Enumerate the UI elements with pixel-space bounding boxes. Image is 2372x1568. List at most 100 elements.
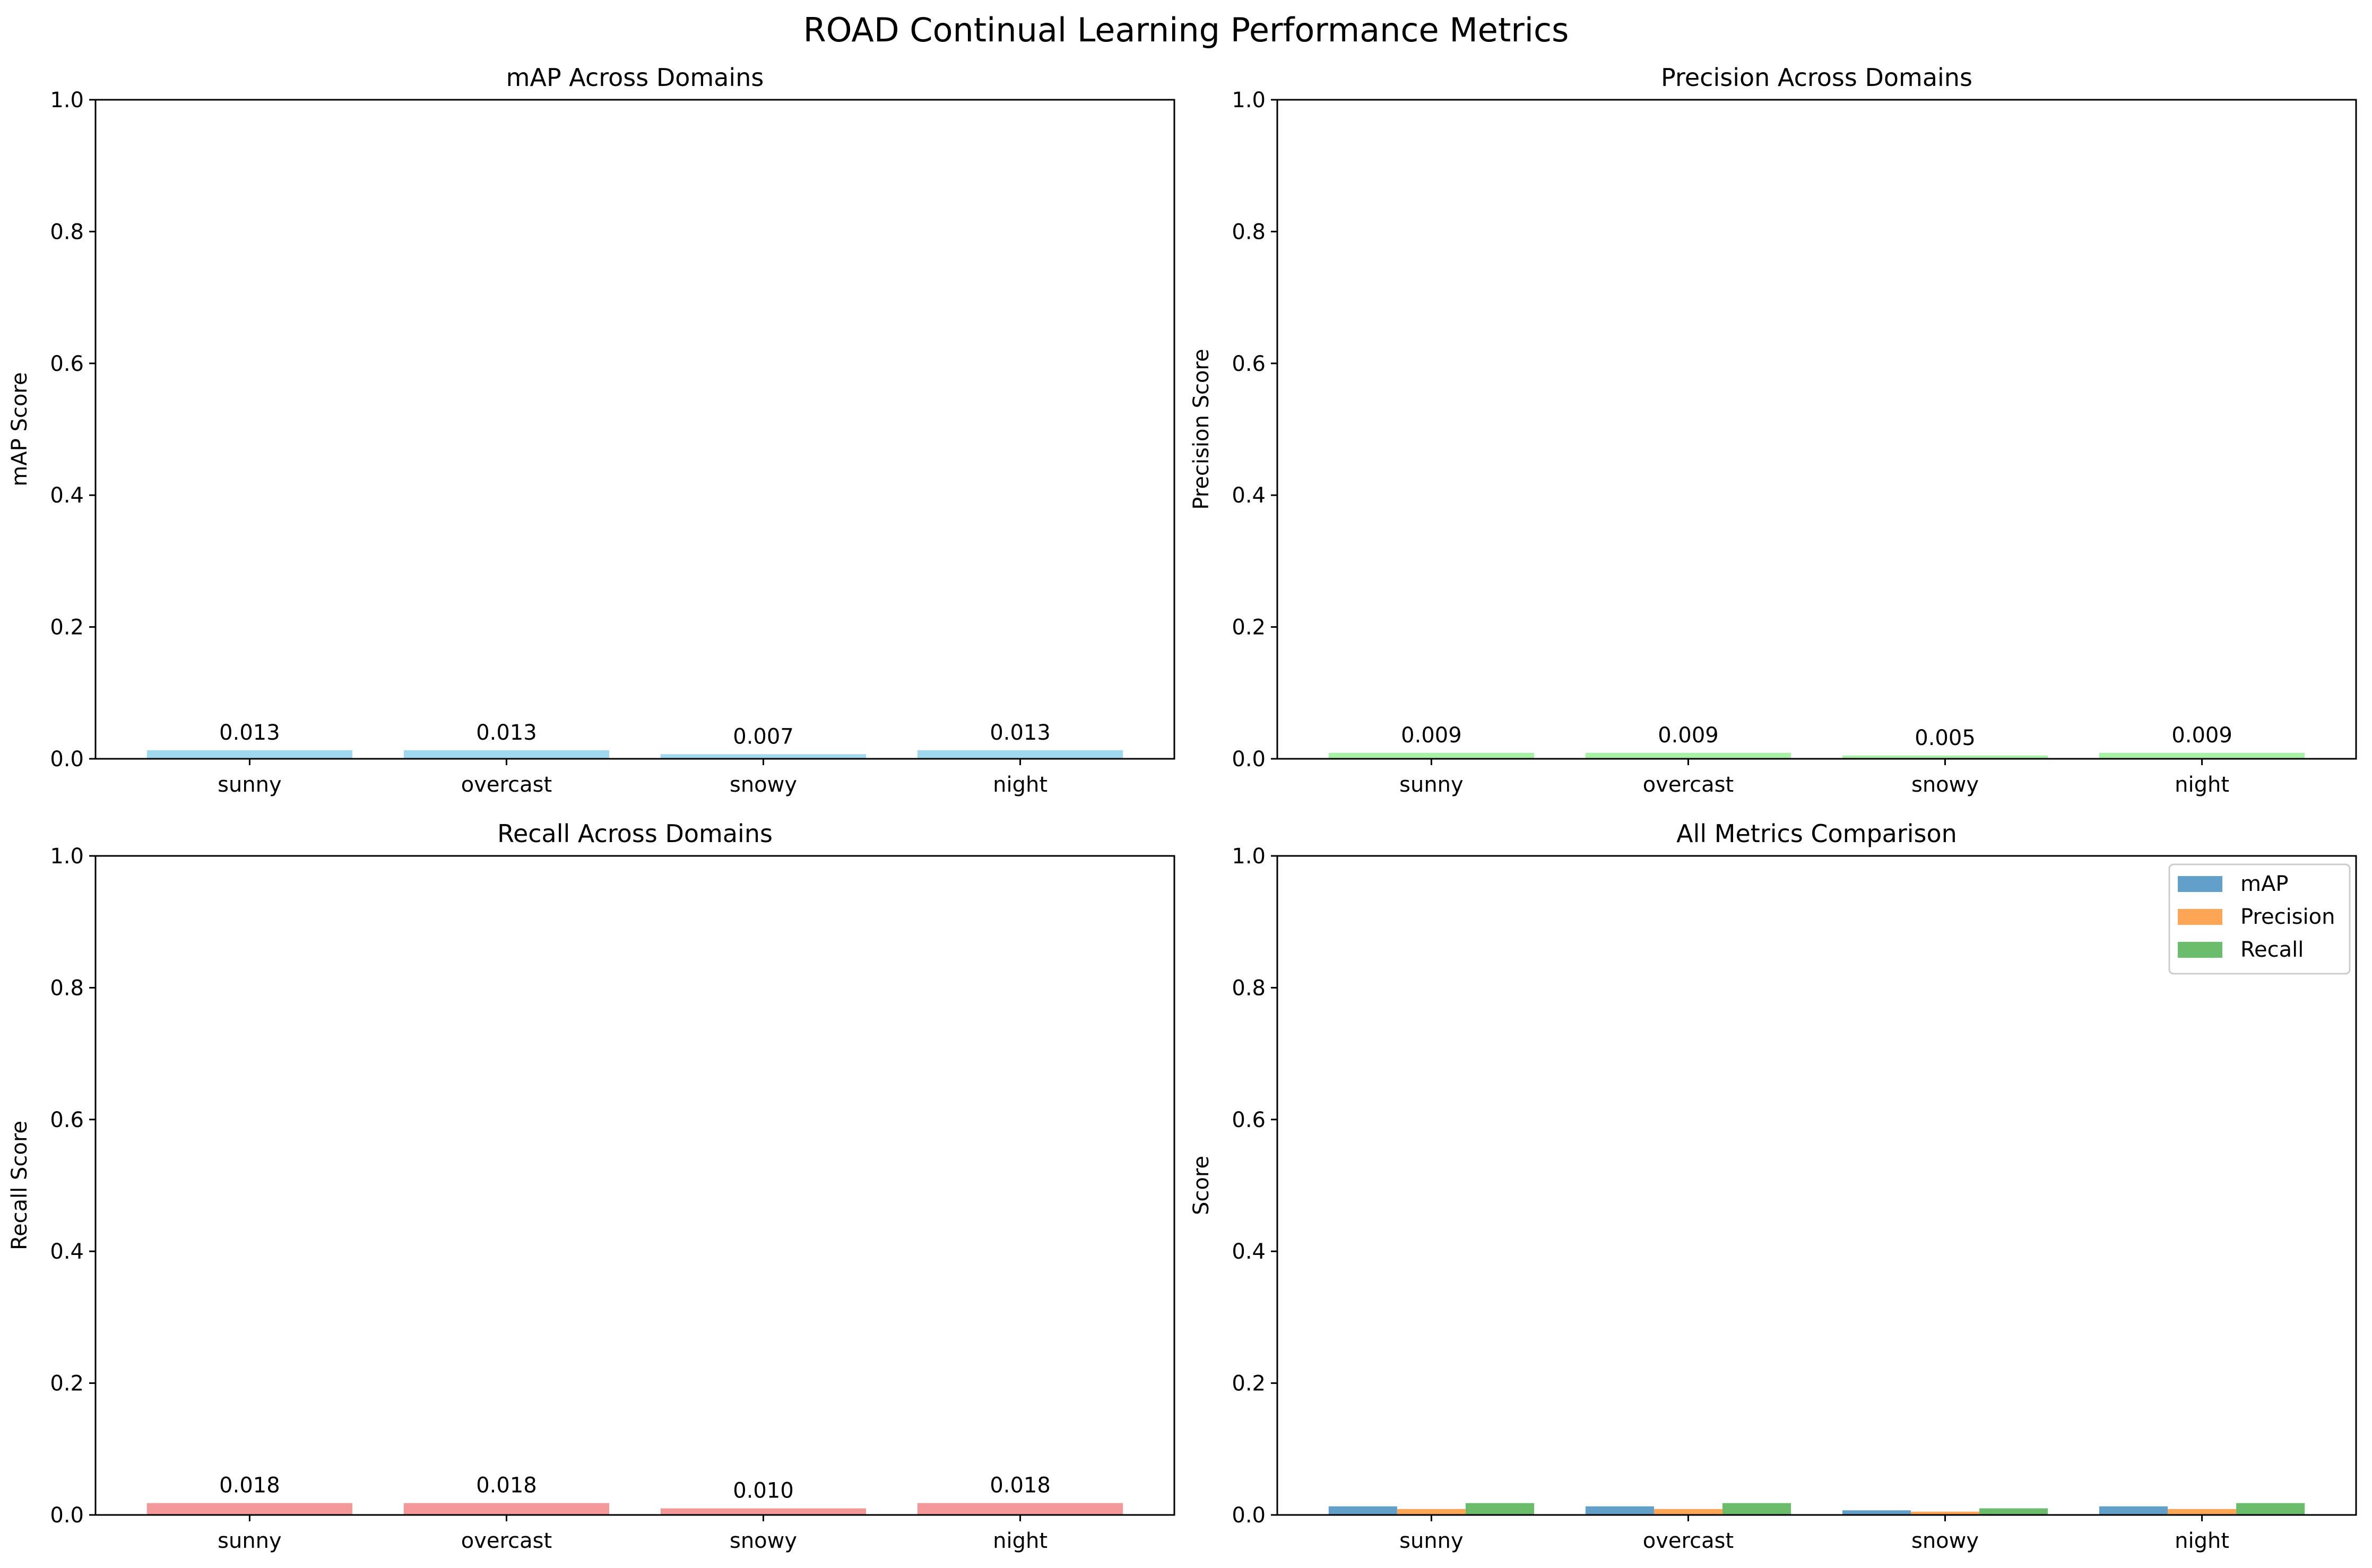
data-label: 0.010 bbox=[733, 1479, 794, 1503]
x-tick-label: snowy bbox=[730, 773, 797, 797]
bar-snowy bbox=[660, 1508, 867, 1515]
data-label: 0.007 bbox=[733, 724, 794, 749]
x-tick-label: sunny bbox=[218, 773, 282, 797]
y-tick-label: 0.6 bbox=[50, 1108, 84, 1132]
y-tick-label: 0.4 bbox=[1232, 1240, 1266, 1264]
bar-sunny-precision bbox=[1397, 1509, 1466, 1515]
chart-title: All Metrics Comparison bbox=[1676, 819, 1957, 848]
data-label: 0.009 bbox=[1658, 723, 1719, 748]
y-tick-label: 0.4 bbox=[50, 1240, 84, 1264]
legend: mAP Precision Recall bbox=[2168, 863, 2351, 975]
bar-sunny bbox=[146, 1503, 353, 1515]
bar-overcast-recall bbox=[1722, 1503, 1791, 1515]
chart-title: Recall Across Domains bbox=[497, 819, 773, 848]
y-tick-label: 0.8 bbox=[50, 220, 84, 244]
y-tick-label: 0.0 bbox=[50, 747, 84, 772]
bar-sunny-recall bbox=[1465, 1503, 1535, 1515]
y-tick-label: 0.8 bbox=[50, 976, 84, 1000]
bar-sunny bbox=[1328, 752, 1535, 759]
data-label: 0.018 bbox=[476, 1474, 537, 1498]
data-label: 0.013 bbox=[990, 721, 1051, 745]
bar-night bbox=[917, 750, 1123, 759]
x-tick-label: night bbox=[993, 1529, 1048, 1553]
bar-snowy-map bbox=[1842, 1510, 1911, 1515]
chart-panel-4: All Metrics Comparison 0.0 0.2 0.4 0.6 0.8 1.0… bbox=[1189, 819, 2357, 1553]
bar-night-map bbox=[2099, 1506, 2168, 1515]
y-tick-label: 1.0 bbox=[50, 844, 84, 869]
legend-swatch bbox=[2178, 909, 2222, 925]
x-tick-label: sunny bbox=[218, 1529, 282, 1553]
y-tick-label: 0.0 bbox=[50, 1503, 84, 1528]
y-tick-label: 1.0 bbox=[50, 88, 84, 112]
y-tick-label: 0.8 bbox=[1232, 220, 1266, 244]
chart-title: Precision Across Domains bbox=[1661, 63, 1972, 92]
data-label: 0.009 bbox=[1401, 723, 1462, 748]
x-tick-label: snowy bbox=[730, 1529, 797, 1553]
y-axis-label: Recall Score bbox=[7, 1121, 32, 1250]
data-label: 0.018 bbox=[990, 1474, 1051, 1498]
bar-snowy bbox=[660, 754, 867, 759]
x-tick-label: overcast bbox=[461, 1529, 552, 1553]
y-tick-label: 1.0 bbox=[1232, 88, 1266, 112]
bar-overcast bbox=[403, 750, 610, 759]
y-axis-label: mAP Score bbox=[7, 372, 32, 486]
bar-sunny-map bbox=[1328, 1506, 1397, 1515]
x-tick-label: overcast bbox=[1643, 773, 1734, 797]
plot-frame bbox=[94, 99, 1175, 760]
data-label: 0.018 bbox=[219, 1474, 280, 1498]
y-tick-label: 0.0 bbox=[1232, 747, 1266, 772]
bar-overcast-precision bbox=[1654, 1509, 1723, 1515]
bar-overcast bbox=[1585, 752, 1791, 759]
y-tick-label: 0.2 bbox=[1232, 1372, 1266, 1396]
data-label: 0.009 bbox=[2171, 723, 2232, 748]
bar-night-precision bbox=[2168, 1509, 2237, 1515]
y-tick-label: 0.6 bbox=[1232, 1108, 1266, 1132]
chart-panel-1: mAP Across Domains 0.013 0.013 0.007 0.013 0.… bbox=[7, 63, 1175, 797]
x-tick-label: night bbox=[2175, 1529, 2229, 1553]
y-axis-label: Score bbox=[1189, 1156, 1214, 1215]
y-tick-label: 1.0 bbox=[1232, 844, 1266, 869]
legend-label: Precision bbox=[2240, 905, 2335, 929]
legend-swatch bbox=[2178, 942, 2222, 958]
bar-night bbox=[2099, 752, 2305, 759]
x-tick-label: overcast bbox=[461, 773, 552, 797]
y-tick-label: 0.2 bbox=[50, 616, 84, 640]
plot-frame bbox=[94, 855, 1175, 1516]
bar-night bbox=[917, 1503, 1123, 1515]
y-tick-label: 0.6 bbox=[50, 352, 84, 376]
y-tick-label: 0.6 bbox=[1232, 352, 1266, 376]
bar-snowy-precision bbox=[1910, 1511, 1980, 1515]
bar-sunny bbox=[146, 750, 353, 759]
bar-snowy-recall bbox=[1979, 1508, 2048, 1515]
y-tick-label: 0.4 bbox=[1232, 483, 1266, 508]
plot-frame bbox=[1276, 855, 2357, 1516]
x-tick-label: sunny bbox=[1399, 1529, 1464, 1553]
x-tick-label: sunny bbox=[1399, 773, 1464, 797]
legend-label: Recall bbox=[2240, 938, 2304, 962]
x-tick-label: overcast bbox=[1643, 1529, 1734, 1553]
bar-overcast bbox=[403, 1503, 610, 1515]
chart-title: mAP Across Domains bbox=[506, 63, 764, 92]
y-tick-label: 0.2 bbox=[1232, 616, 1266, 640]
x-tick-label: snowy bbox=[1911, 773, 1979, 797]
y-tick-label: 0.2 bbox=[50, 1372, 84, 1396]
y-tick-label: 0.8 bbox=[1232, 976, 1266, 1000]
data-label: 0.013 bbox=[476, 721, 537, 745]
data-label: 0.013 bbox=[219, 721, 280, 745]
data-label: 0.005 bbox=[1915, 726, 1976, 750]
figure-title: ROAD Continual Learning Performance Metr… bbox=[803, 11, 1569, 49]
x-tick-label: night bbox=[2175, 773, 2229, 797]
bar-night-recall bbox=[2236, 1503, 2305, 1515]
chart-panel-2: Precision Across Domains 0.009 0.009 0.005 0… bbox=[1189, 63, 2357, 797]
legend-swatch bbox=[2178, 876, 2222, 892]
plot-frame bbox=[1276, 99, 2357, 760]
legend-label: mAP bbox=[2240, 872, 2288, 896]
bar-snowy bbox=[1842, 755, 2048, 759]
y-axis-label: Precision Score bbox=[1189, 349, 1214, 509]
x-tick-label: night bbox=[993, 773, 1048, 797]
bar-overcast-map bbox=[1585, 1506, 1654, 1515]
y-tick-label: 0.4 bbox=[50, 483, 84, 508]
y-tick-label: 0.0 bbox=[1232, 1503, 1266, 1528]
